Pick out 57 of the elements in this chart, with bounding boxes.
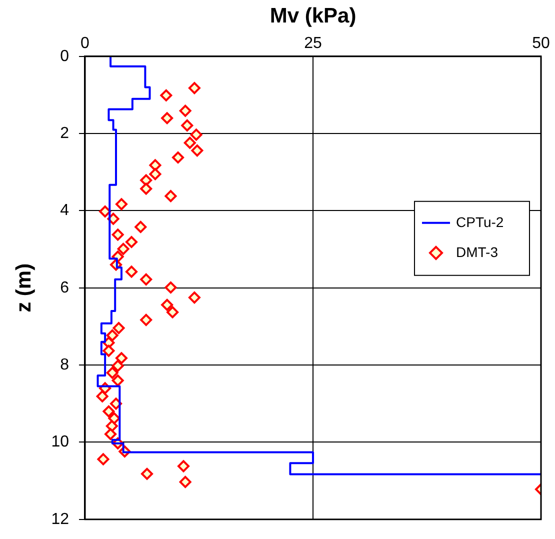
point: [166, 306, 179, 318]
x-tick-label: 25: [304, 35, 322, 52]
point: [177, 460, 190, 472]
y-tick-label: 2: [60, 124, 70, 142]
y-tick-label: 8: [60, 356, 70, 374]
point: [126, 266, 138, 278]
point: [140, 314, 152, 326]
point: [191, 144, 204, 157]
y-tick-label: 12: [51, 510, 70, 528]
point: [141, 468, 154, 480]
point: [96, 390, 108, 402]
point: [181, 119, 194, 132]
x-tick-label: 50: [532, 35, 550, 52]
point: [140, 182, 152, 195]
point: [102, 344, 115, 357]
point: [102, 405, 115, 418]
point: [164, 190, 177, 202]
point: [179, 104, 192, 117]
point: [149, 168, 162, 180]
point: [184, 136, 196, 149]
point: [106, 420, 118, 432]
point: [190, 128, 202, 141]
point: [115, 198, 128, 210]
point: [161, 112, 174, 124]
point: [164, 282, 177, 294]
y-axis-title: z (m): [12, 263, 36, 312]
x-axis-title: Mv (kPa): [270, 4, 356, 28]
legend-label: CPTu-2: [456, 214, 504, 230]
y-tick-label: 0: [60, 48, 70, 65]
point: [188, 292, 200, 304]
point: [117, 242, 130, 255]
point: [106, 366, 118, 379]
point: [112, 360, 124, 372]
point: [106, 329, 118, 342]
y-tick-label: 6: [60, 279, 70, 296]
y-tick-label: 10: [51, 434, 70, 451]
point: [112, 228, 124, 241]
point: [160, 89, 172, 102]
point: [140, 273, 152, 286]
point: [115, 352, 128, 364]
point: [172, 151, 184, 164]
point: [97, 453, 110, 466]
point: [107, 212, 120, 225]
point: [134, 220, 147, 233]
point: [149, 159, 162, 172]
point: [126, 236, 138, 248]
point: [104, 428, 117, 440]
point: [99, 206, 112, 218]
point: [112, 322, 125, 334]
point: [179, 476, 192, 488]
y-tick-label: 4: [60, 202, 70, 220]
point: [112, 374, 124, 386]
point: [188, 82, 200, 94]
legend-label: DMT-3: [456, 244, 498, 260]
x-tick-label: 0: [80, 35, 90, 52]
point: [161, 298, 174, 311]
point: [110, 398, 122, 410]
